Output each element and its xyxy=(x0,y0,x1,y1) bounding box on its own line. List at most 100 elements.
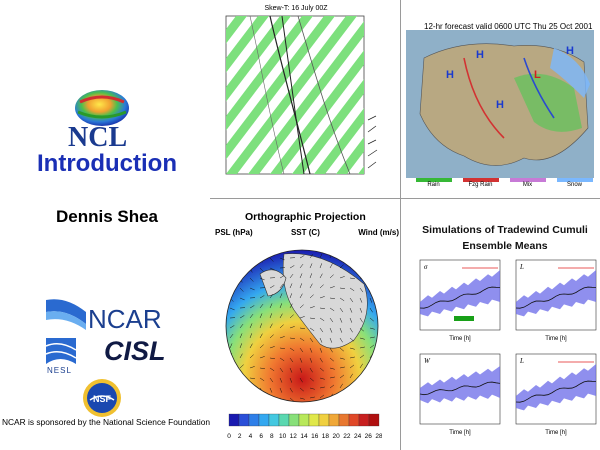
wind-vector xyxy=(369,383,373,389)
ortho-field-labels: PSL (hPa) SST (C) Wind (m/s) xyxy=(215,228,399,237)
wind-vector xyxy=(359,354,365,359)
wind-vector xyxy=(259,377,265,382)
ortho-label-sst: SST (C) xyxy=(290,228,320,237)
wind-vector xyxy=(349,347,355,350)
wind-vector xyxy=(269,377,274,383)
forecast-legend-item: Fzg Rain xyxy=(462,178,499,196)
skew-t-stripe xyxy=(292,79,364,174)
wind-vector xyxy=(239,287,244,292)
wind-vector xyxy=(359,337,365,340)
forecast-map: H H H H L xyxy=(404,18,598,194)
wind-vector xyxy=(269,285,275,289)
wind-vector xyxy=(279,293,283,299)
ncl-logo-text: NCL xyxy=(68,122,128,153)
wind-vector xyxy=(339,264,344,269)
wind-vector xyxy=(239,297,245,301)
wind-vector xyxy=(289,283,293,289)
wind-vector xyxy=(359,327,364,332)
wind-vector xyxy=(299,367,303,373)
panel-x-label: Time [h] xyxy=(545,336,567,342)
wind-vector xyxy=(339,366,345,369)
skew-t-diagram: Skew-T: 16 July 00Z xyxy=(225,5,378,175)
wind-vector xyxy=(359,307,363,313)
wind-vector xyxy=(269,357,275,359)
wind-vector xyxy=(329,376,335,379)
ensemble-spread xyxy=(420,366,500,404)
wind-vector xyxy=(289,357,294,363)
colorbar-box xyxy=(348,413,360,427)
wind-vector xyxy=(329,274,334,279)
wind-vector xyxy=(299,377,303,383)
horizontal-divider xyxy=(210,198,600,199)
wind-vector xyxy=(289,387,293,393)
wind-vector xyxy=(249,397,254,402)
wind-vector xyxy=(279,275,285,279)
ortho-label-wind: Wind (m/s) xyxy=(358,228,399,237)
panel-label: σ xyxy=(424,263,428,271)
wind-vector xyxy=(289,303,293,309)
legend-label: Mix xyxy=(522,182,533,188)
wind-vector xyxy=(269,367,275,372)
forecast-legend-item: Rain xyxy=(415,178,452,196)
skew-t-stripe xyxy=(226,16,335,160)
wind-vector xyxy=(309,377,314,382)
wind-vector xyxy=(339,253,343,259)
wind-vector xyxy=(339,307,344,313)
wind-vector xyxy=(369,336,375,339)
colorbar-box xyxy=(368,413,380,427)
wind-vector xyxy=(229,333,234,339)
wind-vector xyxy=(259,323,263,329)
colorbar-tick-label: 12 xyxy=(290,433,298,440)
colorbar-tick-label: 18 xyxy=(322,433,330,440)
colorbar-box xyxy=(238,413,250,427)
forecast-legend-item: Snow xyxy=(556,178,593,196)
wind-vector xyxy=(269,293,274,299)
colorbar-tick-label: 28 xyxy=(375,433,382,440)
skew-t-stripe xyxy=(358,166,364,174)
wind-vector xyxy=(279,313,283,319)
observation-bar xyxy=(454,316,474,321)
wind-vector xyxy=(259,356,265,359)
wind-vector xyxy=(279,336,285,339)
legend-swatch xyxy=(556,178,593,182)
wind-vector xyxy=(239,323,244,329)
wind-vector xyxy=(289,273,294,279)
ncar-logo xyxy=(46,299,86,330)
colorbar-tick-label: 14 xyxy=(300,433,308,440)
wind-vector xyxy=(329,327,333,333)
nsf-logo: NSF xyxy=(83,379,121,417)
wind-vector xyxy=(309,263,313,269)
wind-vector xyxy=(309,396,315,399)
wind-vector xyxy=(249,257,253,263)
wind-vector xyxy=(269,323,273,329)
wind-vector xyxy=(339,297,345,302)
wind-vector xyxy=(359,297,363,303)
ensemble-mean-line xyxy=(419,381,501,396)
wind-vector xyxy=(279,283,284,289)
wind-vector xyxy=(359,383,363,389)
wind-vector xyxy=(259,267,264,272)
wind-vector xyxy=(249,305,255,309)
wind-vector xyxy=(319,357,323,363)
wind-vector xyxy=(309,306,315,309)
wind-vector xyxy=(339,317,343,323)
wind-vector xyxy=(349,373,353,379)
wind-vector xyxy=(269,267,275,271)
forecast-title: 12-hr forecast valid 0600 UTC Thu 25 Oct… xyxy=(424,22,593,31)
wind-vector xyxy=(339,276,345,279)
wind-vector xyxy=(299,293,303,299)
wind-vector xyxy=(349,393,353,399)
wind-vector xyxy=(339,357,345,360)
wind-vector xyxy=(299,357,303,363)
wind-vector xyxy=(249,333,253,339)
wind-vector xyxy=(369,373,373,379)
wind-vector xyxy=(239,387,245,389)
wind-vector xyxy=(289,347,295,352)
wind-vector xyxy=(309,387,315,390)
wind-vector xyxy=(299,263,304,269)
colorbar-tick-label: 10 xyxy=(279,433,287,440)
wind-vector xyxy=(289,293,293,299)
wind-vector xyxy=(349,297,354,303)
wind-vector xyxy=(369,394,375,399)
wind-vector xyxy=(349,317,353,323)
